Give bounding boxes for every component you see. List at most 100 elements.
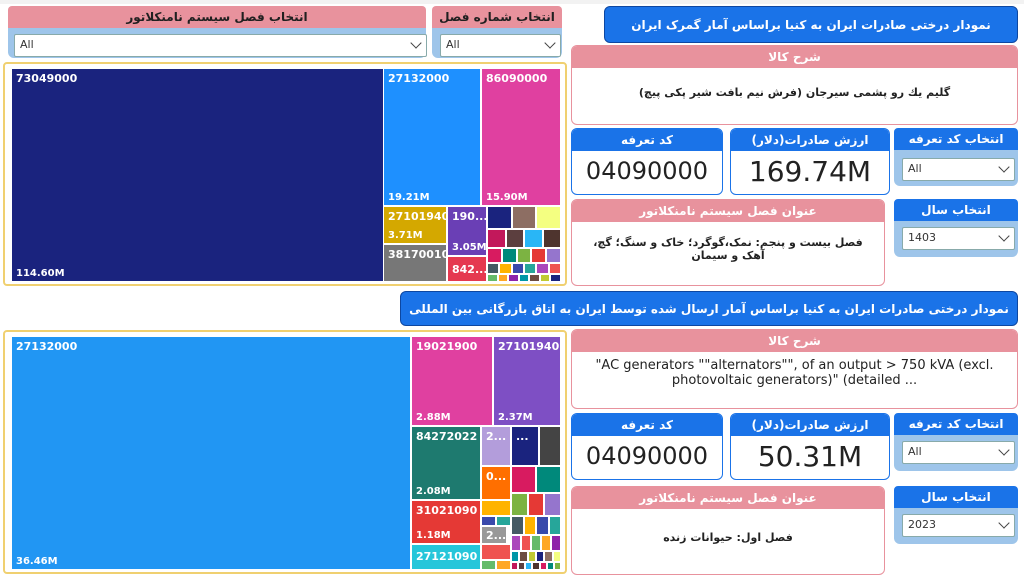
treemap-small-tile[interactable] [496,515,511,526]
treemap-small-tile[interactable] [529,274,540,282]
treemap-small-tile[interactable] [541,535,551,551]
treemap-small-tile[interactable] [497,274,509,282]
treemap-small-tile[interactable] [536,550,545,563]
treemap-small-tile[interactable] [487,247,502,263]
treemap-icc: 27132000 36.46M 19021900 2.88M 27101940 … [3,330,567,574]
year-dropdown[interactable]: 1403 [902,227,1015,250]
section1-tariff-slicer: انتخاب کد تعرفه All [894,128,1018,186]
treemap-small-tile[interactable] [524,228,543,248]
treemap-tile[interactable]: 27101940 3.71M [383,206,447,244]
treemap-small-tiles [511,466,561,570]
treemap-tile[interactable]: 84272022 2.08M [411,426,481,500]
treemap-small-tile[interactable] [511,516,524,536]
treemap-small-tile[interactable] [544,492,561,517]
treemap-small-tile[interactable] [546,562,554,570]
treemap-tile[interactable]: 2... [481,526,507,544]
tariff-code-value: 04090000 [585,157,709,185]
treemap-small-tile[interactable] [525,562,533,570]
treemap-small-tile[interactable] [548,263,561,275]
tariff-dropdown[interactable]: All [902,441,1015,464]
treemap-small-tile[interactable] [536,466,561,493]
treemap-small-tile[interactable] [496,559,511,570]
treemap-small-tile[interactable] [546,247,561,263]
section1-header: نمودار درختی صادرات ایران به کنیا براساس… [604,6,1018,43]
treemap-tile[interactable]: 27132000 36.46M [11,336,411,570]
treemap-tile[interactable]: 31021090 1.18M [411,500,481,544]
treemap-small-tile[interactable] [511,550,520,563]
treemap-small-tile[interactable] [481,500,511,516]
treemap-customs: 73049000 114.60M 27132000 19.21M 8609000… [3,62,567,286]
treemap-small-tile[interactable] [553,562,561,570]
tile-label: 27101940 [388,210,447,223]
treemap-small-tile[interactable] [511,466,536,493]
tariff-dropdown-value: All [908,445,922,458]
treemap-small-tile[interactable] [536,516,549,536]
tariff-code-value: 04090000 [585,442,709,470]
treemap-small-tile[interactable] [518,274,530,282]
treemap-tile[interactable] [539,426,561,466]
treemap-tile[interactable]: 27132000 19.21M [383,68,481,206]
tariff-dropdown[interactable]: All [902,158,1015,181]
treemap-small-tile[interactable] [542,228,561,248]
treemap-small-tile[interactable] [532,562,540,570]
treemap-small-tile[interactable] [508,274,519,282]
treemap-small-tile[interactable] [481,544,511,560]
treemap-small-tile[interactable] [536,206,561,229]
treemap-small-tile[interactable] [487,274,498,282]
treemap-small-tile[interactable] [487,263,500,275]
treemap-small-tile[interactable] [551,535,561,551]
treemap-small-tile[interactable] [536,263,549,275]
treemap-tile[interactable]: 842... [447,256,487,282]
treemap-small-tile[interactable] [511,535,521,551]
tile-value: 19.21M [388,192,430,203]
treemap-tile[interactable]: 27121090 [411,544,481,570]
treemap-small-tile[interactable] [550,274,561,282]
treemap-small-tiles [481,544,511,570]
treemap-small-tile[interactable] [552,550,561,563]
treemap-tile[interactable]: 27101940 2.37M [493,336,561,426]
tile-label: 190... [452,210,487,223]
treemap-small-tile[interactable] [539,562,547,570]
treemap-tile[interactable]: 0... [481,466,511,500]
tile-value: 2.88M [416,412,451,423]
section2-tariff-slicer: انتخاب کد تعرفه All [894,413,1018,471]
treemap-small-tile[interactable] [499,263,512,275]
treemap-small-tile[interactable] [527,550,536,563]
treemap-small-tile[interactable] [511,263,524,275]
treemap-small-tile[interactable] [481,559,496,570]
nomenclature-text: فصل اول: حیوانات زنده [663,531,793,544]
treemap-small-tile[interactable] [481,515,496,526]
treemap-tile[interactable]: 19021900 2.88M [411,336,493,426]
treemap-small-tile[interactable] [511,562,519,570]
treemap-small-tile[interactable] [523,516,536,536]
treemap-small-tile[interactable] [516,247,532,263]
treemap-small-tile[interactable] [524,263,537,275]
tile-value: 36.46M [16,556,58,567]
treemap-small-tile[interactable] [501,247,517,263]
treemap-small-tile[interactable] [487,228,506,248]
treemap-small-tile[interactable] [511,206,537,229]
nomenclature-slicer: انتخاب فصل سیستم نامنکلاتور All [8,6,427,58]
nomenclature-dropdown[interactable]: All [14,34,427,57]
treemap-small-tile[interactable] [544,550,553,563]
treemap-small-tile[interactable] [487,206,512,229]
treemap-tile[interactable]: 2... [481,426,511,466]
treemap-small-tile[interactable] [531,535,541,551]
treemap-small-tile[interactable] [505,228,524,248]
treemap-tile[interactable]: 38170010 [383,244,447,282]
treemap-tile[interactable]: ... [511,426,539,466]
year-dropdown[interactable]: 2023 [902,514,1015,537]
treemap-small-tile[interactable] [521,535,531,551]
treemap-small-tile[interactable] [527,492,545,517]
treemap-tile[interactable]: 190... 3.05M [447,206,487,256]
treemap-small-tile[interactable] [518,562,526,570]
treemap-tile[interactable]: 86090000 15.90M [481,68,561,206]
chapter-dropdown[interactable]: All [440,34,561,57]
treemap-tile[interactable]: 73049000 114.60M [11,68,385,282]
section1-tariff-card: کد تعرفه 04090000 [571,128,723,195]
treemap-small-tile[interactable] [519,550,528,563]
treemap-small-tile[interactable] [531,247,547,263]
treemap-small-tile[interactable] [548,516,561,536]
treemap-small-tile[interactable] [539,274,551,282]
treemap-small-tile[interactable] [511,492,528,517]
